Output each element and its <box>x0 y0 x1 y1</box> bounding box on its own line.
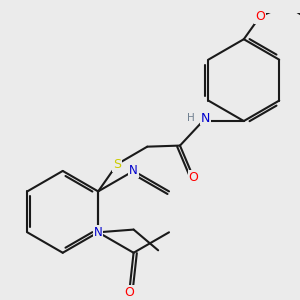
Text: N: N <box>94 226 103 239</box>
Text: O: O <box>189 171 199 184</box>
Text: S: S <box>113 158 121 171</box>
Text: O: O <box>255 10 265 23</box>
Text: N: N <box>129 164 138 177</box>
Text: N: N <box>201 112 210 125</box>
Text: O: O <box>124 286 134 298</box>
Text: H: H <box>187 113 195 123</box>
